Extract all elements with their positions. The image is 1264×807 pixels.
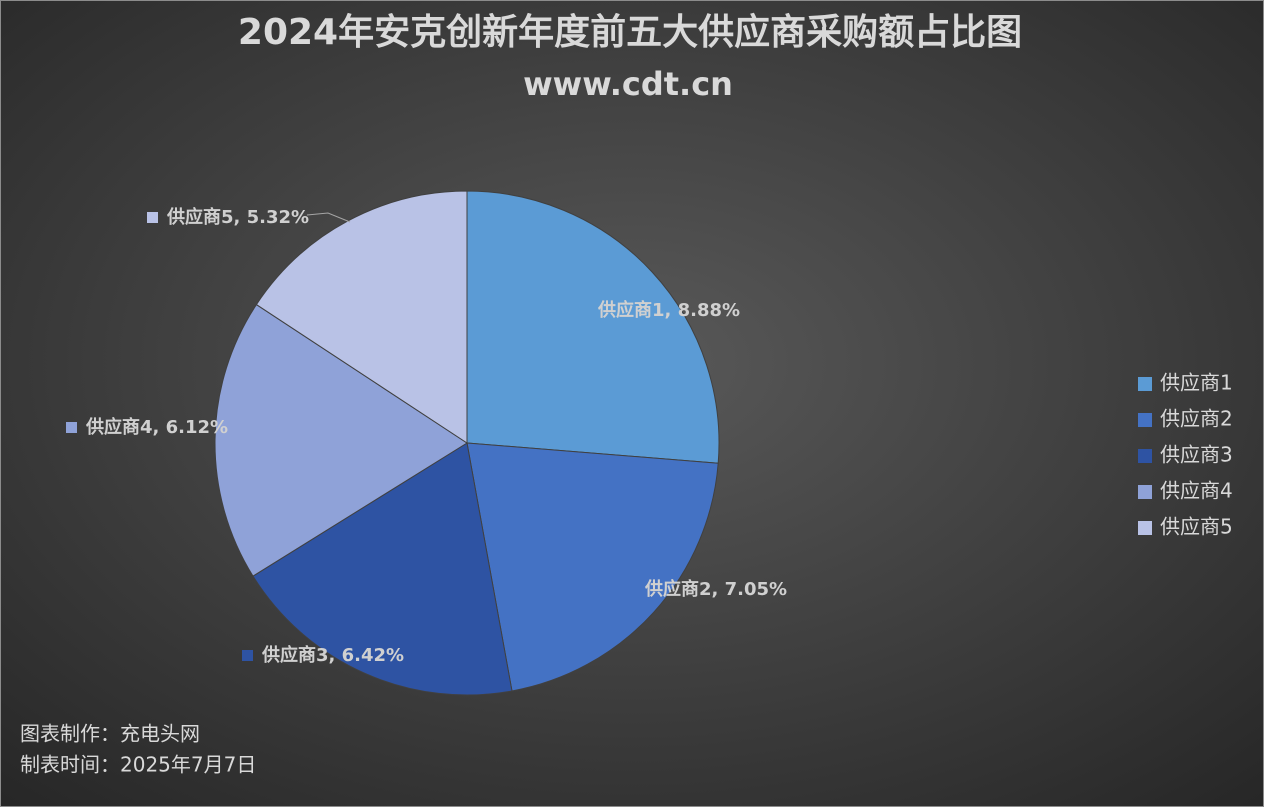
chart-title: 2024年安克创新年度前五大供应商采购额占比图 bbox=[238, 12, 1022, 53]
footnote: 图表制作：充电头网 bbox=[20, 722, 200, 746]
data-label: 供应商4, 6.12% bbox=[85, 416, 228, 438]
legend-label: 供应商2 bbox=[1160, 407, 1233, 431]
legend-key bbox=[1138, 449, 1152, 463]
legend-key bbox=[1138, 485, 1152, 499]
legend-key bbox=[1138, 413, 1152, 427]
legend-key bbox=[1138, 521, 1152, 535]
data-label: 供应商3, 6.42% bbox=[261, 644, 404, 666]
legend-label: 供应商1 bbox=[1160, 371, 1233, 395]
legend-key bbox=[1138, 377, 1152, 391]
data-label: 供应商1, 8.88% bbox=[597, 299, 740, 321]
data-label: 供应商2, 7.05% bbox=[644, 578, 787, 600]
legend-label: 供应商4 bbox=[1160, 479, 1233, 503]
pie-slice bbox=[466, 190, 720, 464]
label-key bbox=[147, 212, 158, 223]
data-label: 供应商5, 5.32% bbox=[166, 206, 309, 228]
label-key bbox=[242, 650, 253, 661]
chart-subtitle: www.cdt.cn bbox=[523, 65, 733, 103]
label-key bbox=[66, 422, 77, 433]
pie-slice bbox=[252, 442, 513, 696]
legend-label: 供应商3 bbox=[1160, 443, 1233, 467]
leader-line bbox=[306, 212, 351, 223]
footnote: 制表时间：2025年7月7日 bbox=[20, 753, 256, 777]
pie-slice bbox=[214, 303, 468, 577]
pie-slice bbox=[466, 442, 719, 692]
legend-label: 供应商5 bbox=[1160, 515, 1233, 539]
